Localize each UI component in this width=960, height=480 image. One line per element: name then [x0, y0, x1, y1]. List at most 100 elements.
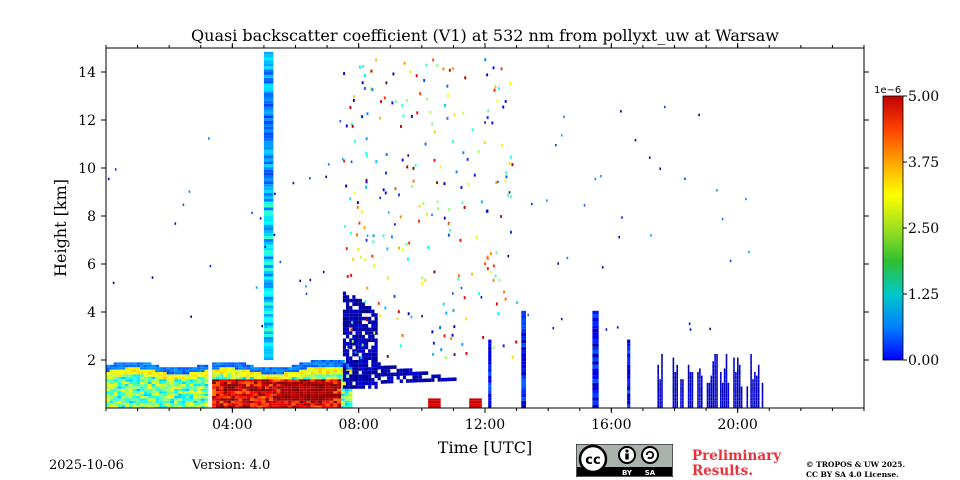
heatmap-cell	[318, 360, 322, 363]
heatmap-cell	[284, 403, 288, 406]
heatmap-cell	[627, 375, 631, 380]
heatmap-cell	[716, 357, 718, 362]
heatmap-cell	[488, 354, 492, 358]
heatmap-cell	[121, 393, 125, 396]
heatmap-cell	[263, 204, 274, 208]
heatmap-cell	[242, 381, 247, 384]
heatmap-cell	[723, 368, 726, 372]
heatmap-cell	[721, 386, 724, 390]
heatmap-cell	[342, 320, 347, 324]
heatmap-cell	[136, 388, 141, 392]
heatmap-cell	[299, 391, 304, 394]
heatmap-cell	[147, 396, 152, 399]
heatmap-cell	[627, 386, 631, 390]
cc-by-sa-license-badge[interactable]: cc BY SA	[576, 444, 673, 477]
heatmap-cell	[325, 372, 330, 375]
heatmap-cell	[757, 404, 760, 408]
heatmap-cell	[132, 391, 137, 394]
heatmap-cell	[687, 379, 690, 383]
heatmap-cell	[280, 386, 285, 389]
heatmap-cell	[136, 393, 141, 396]
heatmap-cell	[162, 372, 167, 375]
heatmap-cell	[674, 404, 677, 408]
heatmap-cell	[680, 400, 682, 405]
heatmap-cell	[219, 400, 224, 404]
heatmap-cell	[676, 386, 678, 390]
heatmap-cell	[407, 154, 409, 157]
heatmap-cell	[344, 388, 349, 392]
heatmap-cell	[385, 153, 388, 156]
heatmap-cell	[263, 106, 274, 110]
heatmap-cell	[358, 363, 362, 368]
heatmap-cell	[219, 386, 224, 389]
heatmap-cell	[208, 137, 210, 140]
heatmap-cell	[618, 236, 620, 239]
y-tick-label: 14	[78, 65, 96, 81]
heatmap-cell	[333, 374, 338, 377]
heatmap-cell	[750, 390, 752, 394]
heatmap-cell	[712, 382, 714, 387]
heatmap-cell	[521, 390, 526, 394]
heatmap-cell	[341, 388, 345, 392]
heatmap-cell	[380, 100, 382, 103]
heatmap-cell	[132, 384, 137, 387]
heatmap-cell	[697, 397, 699, 401]
heatmap-cell	[437, 374, 441, 378]
heatmap-cell	[365, 309, 369, 314]
heatmap-cell	[355, 324, 359, 328]
heatmap-cell	[250, 364, 254, 368]
heatmap-cell	[723, 379, 726, 383]
heatmap-cell	[495, 302, 498, 306]
heatmap-cell	[136, 364, 141, 368]
heatmap-cell	[661, 382, 663, 387]
heatmap-cell	[238, 381, 243, 384]
heatmap-cell	[305, 292, 308, 296]
heatmap-cell	[374, 381, 378, 386]
heatmap-cell	[242, 400, 247, 404]
heatmap-cell	[242, 384, 247, 387]
heatmap-cell	[346, 352, 350, 357]
heatmap-cell	[276, 369, 281, 372]
heatmap-cell	[349, 374, 353, 378]
heatmap-cell	[125, 396, 129, 399]
heatmap-cell	[348, 398, 353, 401]
heatmap-cell	[250, 393, 254, 396]
heatmap-cell	[337, 364, 341, 368]
heatmap-cell	[594, 177, 597, 181]
heatmap-cell	[364, 300, 367, 304]
heatmap-cell	[521, 336, 526, 340]
heatmap-cell	[358, 381, 362, 386]
heatmap-cell	[193, 374, 197, 377]
heatmap-cell	[361, 115, 364, 119]
heatmap-cell	[488, 372, 492, 376]
heatmap-cell	[174, 369, 178, 372]
heatmap-cell	[674, 400, 677, 405]
heatmap-cell	[314, 396, 319, 399]
heatmap-cell	[329, 362, 334, 365]
heatmap-cell	[349, 197, 352, 201]
heatmap-cell	[349, 378, 353, 382]
heatmap-cell	[750, 400, 752, 405]
heatmap-cell	[371, 367, 375, 371]
heatmap-cell	[299, 367, 304, 370]
heatmap-cell	[689, 400, 692, 405]
heatmap-cell	[488, 400, 492, 405]
heatmap-cell	[257, 376, 262, 380]
heatmap-cell	[263, 152, 274, 156]
heatmap-cell	[132, 367, 137, 370]
heatmap-cell	[250, 388, 254, 392]
heatmap-cell	[371, 356, 375, 360]
heatmap-cell	[418, 219, 420, 223]
heatmap-cell	[263, 328, 274, 332]
heatmap-cell	[383, 96, 386, 100]
heatmap-cell	[109, 388, 114, 392]
heatmap-cell	[391, 235, 393, 239]
heatmap-cell	[263, 178, 274, 182]
heatmap-cell	[231, 391, 235, 394]
heatmap-cell	[269, 376, 273, 380]
x-tick-label: 08:00	[338, 417, 378, 433]
heatmap-cell	[473, 173, 476, 177]
heatmap-cell	[212, 398, 216, 401]
heatmap-cell	[212, 400, 216, 404]
heatmap-cell	[427, 246, 430, 249]
